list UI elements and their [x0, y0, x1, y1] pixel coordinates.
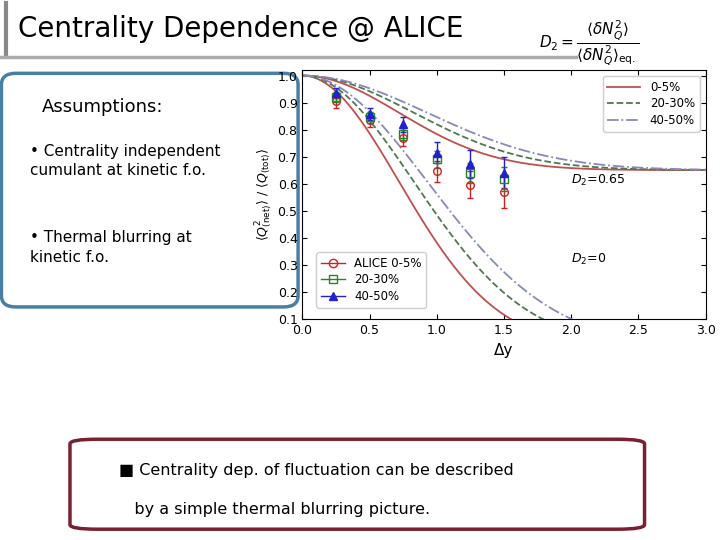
Y-axis label: $\langle Q_{\rm (net)}^2 \rangle$ / $\langle Q_{\rm (tot)} \rangle$: $\langle Q_{\rm (net)}^2 \rangle$ / $\la… — [253, 148, 275, 241]
FancyBboxPatch shape — [70, 439, 644, 529]
Text: $D_2$=0: $D_2$=0 — [571, 252, 606, 267]
Text: ■ Centrality dep. of fluctuation can be described: ■ Centrality dep. of fluctuation can be … — [120, 463, 514, 478]
Text: • Thermal blurring at
kinetic f.o.: • Thermal blurring at kinetic f.o. — [30, 230, 192, 265]
FancyBboxPatch shape — [1, 73, 298, 307]
X-axis label: Δy: Δy — [495, 343, 513, 357]
Text: $D_2$=0.65: $D_2$=0.65 — [571, 173, 626, 188]
Text: $D_2 = \dfrac{\langle \delta N_Q^2 \rangle}{\langle \delta N_Q^2 \rangle_{\rm eq: $D_2 = \dfrac{\langle \delta N_Q^2 \rang… — [539, 18, 639, 68]
Text: by a simple thermal blurring picture.: by a simple thermal blurring picture. — [120, 502, 431, 517]
Text: Assumptions:: Assumptions: — [42, 98, 163, 116]
Legend: ALICE 0-5%, 20-30%, 40-50%: ALICE 0-5%, 20-30%, 40-50% — [316, 252, 426, 308]
Text: Centrality Dependence @ ALICE: Centrality Dependence @ ALICE — [18, 15, 464, 43]
Text: • Centrality independent
cumulant at kinetic f.o.: • Centrality independent cumulant at kin… — [30, 144, 221, 178]
